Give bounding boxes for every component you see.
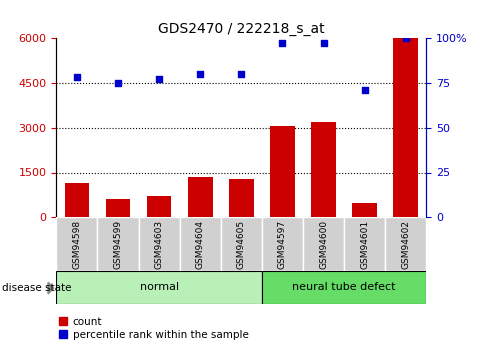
- Bar: [270, 126, 295, 217]
- Text: GSM94600: GSM94600: [319, 220, 328, 269]
- Bar: [393, 38, 418, 217]
- Bar: [106, 199, 130, 217]
- Bar: [188, 177, 213, 217]
- Point: [361, 87, 368, 93]
- Bar: [139, 217, 180, 271]
- Text: GSM94597: GSM94597: [278, 220, 287, 269]
- Bar: [262, 271, 426, 304]
- Text: disease state: disease state: [2, 283, 72, 293]
- Text: GSM94604: GSM94604: [196, 220, 205, 269]
- Point: [196, 71, 204, 77]
- Point: [238, 71, 245, 77]
- Text: GSM94603: GSM94603: [155, 220, 164, 269]
- Text: GSM94601: GSM94601: [360, 220, 369, 269]
- Bar: [56, 271, 262, 304]
- Title: GDS2470 / 222218_s_at: GDS2470 / 222218_s_at: [158, 21, 325, 36]
- Bar: [385, 217, 426, 271]
- Text: neural tube defect: neural tube defect: [293, 282, 396, 292]
- Bar: [229, 179, 254, 217]
- Text: GSM94599: GSM94599: [114, 220, 122, 269]
- Bar: [147, 196, 172, 217]
- Point: [319, 41, 327, 46]
- Point: [114, 80, 122, 86]
- Bar: [352, 203, 377, 217]
- Bar: [65, 183, 89, 217]
- Legend: count, percentile rank within the sample: count, percentile rank within the sample: [59, 317, 248, 340]
- Text: GSM94598: GSM94598: [73, 220, 81, 269]
- Point: [278, 41, 286, 46]
- Point: [155, 77, 163, 82]
- Point: [402, 35, 410, 41]
- Text: GSM94602: GSM94602: [401, 220, 410, 269]
- Bar: [56, 217, 98, 271]
- Text: GSM94605: GSM94605: [237, 220, 246, 269]
- Point: [73, 75, 81, 80]
- Bar: [180, 217, 221, 271]
- Bar: [262, 217, 303, 271]
- Bar: [344, 217, 385, 271]
- Bar: [303, 217, 344, 271]
- Bar: [311, 122, 336, 217]
- Bar: [98, 217, 139, 271]
- Text: normal: normal: [140, 282, 179, 292]
- Polygon shape: [48, 282, 54, 294]
- Bar: [221, 217, 262, 271]
